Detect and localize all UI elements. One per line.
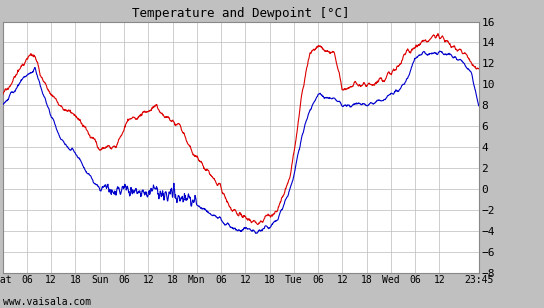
Title: Temperature and Dewpoint [°C]: Temperature and Dewpoint [°C] [132, 7, 349, 20]
Text: www.vaisala.com: www.vaisala.com [3, 297, 91, 307]
